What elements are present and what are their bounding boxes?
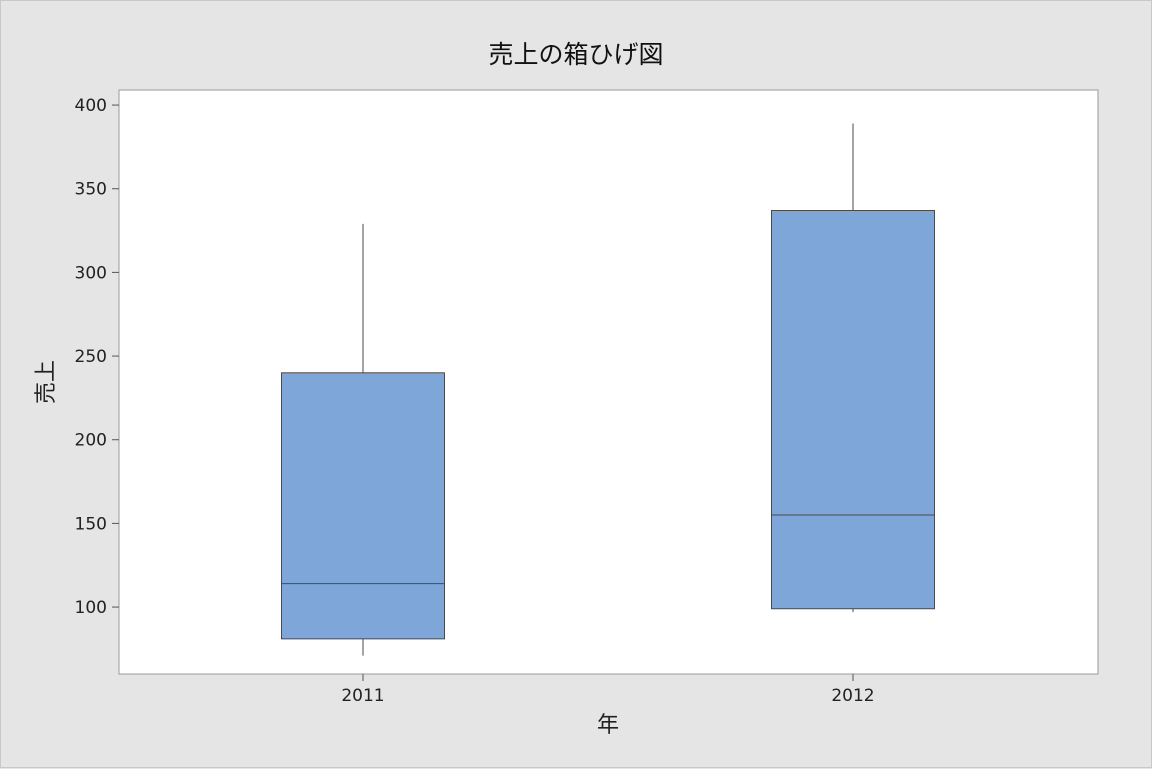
- y-axis: 100 150 200 250 300 350 400: [75, 96, 119, 618]
- box-2012: [771, 123, 935, 613]
- y-axis-title: 売上: [34, 360, 59, 404]
- y-tick-label: 350: [75, 180, 107, 200]
- box-2011: [281, 223, 445, 656]
- iqr-box: [281, 372, 445, 640]
- plot-area: [118, 89, 1099, 675]
- x-axis: 2011 2012: [341, 674, 875, 706]
- y-tick-label: 150: [75, 514, 107, 534]
- y-tick-label: 300: [75, 263, 107, 283]
- iqr-box: [771, 209, 935, 610]
- y-tick-label: 100: [75, 598, 107, 618]
- chart-title: 売上の箱ひげ図: [488, 40, 663, 69]
- y-tick-label: 400: [75, 96, 107, 116]
- x-tick-label: 2012: [831, 686, 874, 706]
- y-tick-label: 200: [75, 431, 107, 451]
- box-series: [281, 123, 935, 656]
- x-tick-label: 2011: [341, 686, 384, 706]
- x-axis-title: 年: [597, 713, 619, 738]
- y-tick-label: 250: [75, 347, 107, 367]
